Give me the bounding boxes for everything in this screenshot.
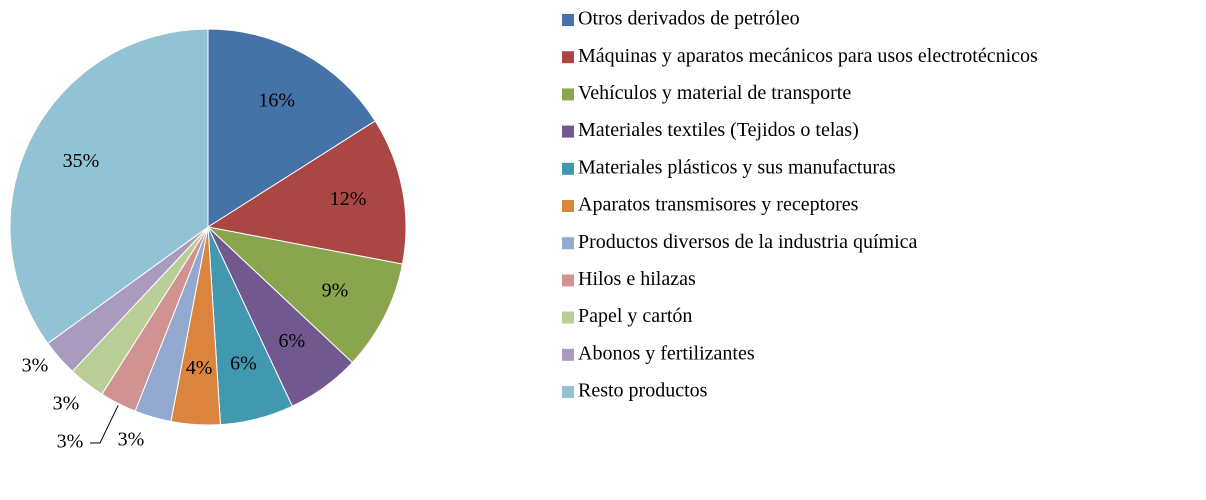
data-label: 3%	[22, 355, 49, 377]
leader-line	[90, 405, 119, 444]
data-label: 4%	[186, 357, 213, 379]
legend-label: Máquinas y aparatos mecánicos para usos …	[578, 45, 1038, 67]
data-label: 35%	[63, 150, 100, 172]
legend-label: Resto productos	[578, 380, 708, 402]
data-label: 6%	[230, 353, 257, 375]
data-label: 3%	[53, 393, 80, 415]
data-label: 6%	[278, 330, 305, 352]
legend-swatch	[562, 200, 574, 212]
legend-swatch	[562, 51, 574, 64]
legend-swatch	[562, 348, 574, 361]
legend-swatch	[562, 274, 574, 287]
legend-swatch	[562, 125, 574, 138]
legend-label: Materiales textiles (Tejidos o telas)	[578, 119, 859, 141]
pie-slice	[9, 28, 209, 345]
legend-swatch	[562, 311, 574, 324]
legend-swatch	[562, 386, 574, 398]
legend-label: Hilos e hilazas	[578, 268, 696, 290]
data-label: 9%	[322, 279, 349, 301]
legend-label: Aparatos transmisores y receptores	[578, 194, 859, 216]
legend-swatch	[562, 237, 574, 250]
data-label: 16%	[258, 90, 295, 112]
legend-label: Vehículos y material de transporte	[578, 82, 851, 104]
legend-label: Abonos y fertilizantes	[578, 342, 755, 364]
legend-label: Otros derivados de petróleo	[578, 8, 800, 30]
data-label: 3%	[118, 429, 145, 451]
pie-slice	[206, 226, 404, 364]
legend-swatch	[562, 88, 574, 101]
data-label: 12%	[330, 188, 367, 210]
data-label: 3%	[57, 431, 84, 453]
legend-swatch	[562, 14, 574, 26]
pie-slice	[207, 28, 376, 228]
legend-label: Productos diversos de la industria quími…	[578, 231, 918, 253]
legend-label: Papel y cartón	[578, 305, 692, 327]
legend-swatch	[562, 162, 574, 175]
pie-slice	[206, 120, 407, 265]
legend-label: Materiales plásticos y sus manufacturas	[578, 156, 896, 178]
